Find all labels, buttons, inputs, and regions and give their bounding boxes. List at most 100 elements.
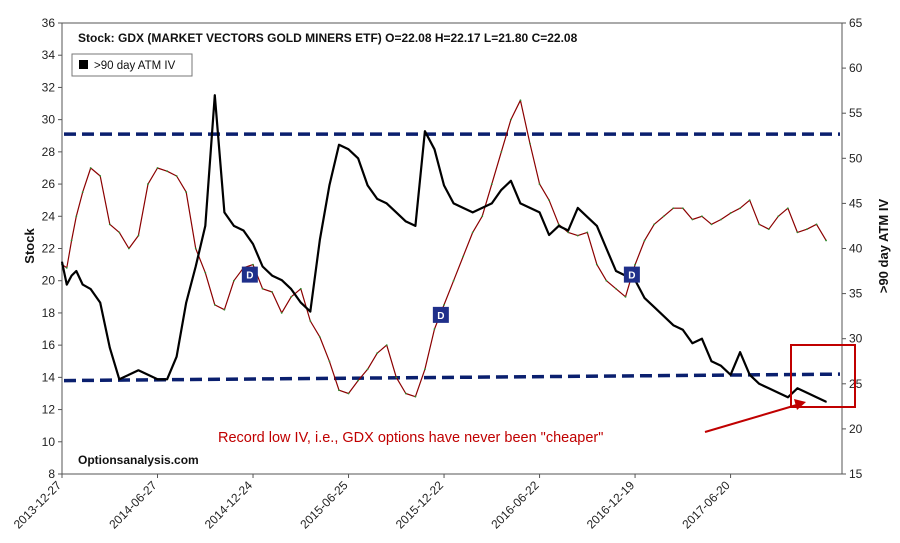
stock-point [204,271,207,274]
legend-box [71,53,193,77]
iv-point [443,184,445,187]
stock-point [548,199,551,202]
iv-point [653,306,655,308]
stock-point [185,191,188,194]
stock-point [643,239,646,242]
left-tick-label: 8 [48,467,55,481]
stock-point [796,231,799,234]
iv-point [452,202,455,205]
left-tick-label: 14 [42,370,56,384]
stock-point [366,368,369,371]
stock-point [529,142,531,145]
stock-point [490,183,493,185]
iv-point [280,279,283,281]
stock-point [443,303,445,306]
iv-point [672,324,675,326]
stock-point [767,228,770,231]
iv-point [175,355,178,358]
stock-point [280,312,283,314]
iv-point [233,225,235,227]
stock-point [261,287,264,290]
iv-point [108,346,111,349]
annotation-arrowhead [794,399,806,410]
stock-point [127,247,130,250]
dividend-marker [432,306,449,323]
stock-point [519,99,522,102]
iv-point [223,211,226,214]
iv-point [605,247,608,250]
iv-point [99,301,102,304]
stock-point [701,215,703,218]
stock-point [376,352,379,355]
iv-point [739,351,741,354]
right-tick-label: 40 [849,242,863,256]
right-tick-label: 45 [849,196,863,210]
iv-point [662,315,665,317]
iv-point [586,216,589,218]
stock-point [395,376,398,379]
x-tick-label: 2014-12-24 [202,478,256,532]
reference-line-2 [63,372,841,383]
legend: >90 day ATM IV [71,53,193,77]
stock-point [328,360,331,363]
left-tick-label: 20 [42,274,56,288]
iv-point [338,143,340,146]
stock-point [290,295,293,298]
stock-point [194,247,197,250]
stock-point [108,223,111,226]
iv-point [424,130,426,133]
stock-point [576,234,579,237]
stock-point [347,392,350,395]
iv-point [701,337,703,340]
stock-point [500,150,503,153]
x-axis: 2013-12-27 2014-06-27 2014-12-24 2015-06-25… [11,474,733,532]
chart-title: Stock: GDX (MARKET VECTORS GOLD MINERS E… [78,31,578,45]
stock-point [81,191,84,194]
iv-point [128,373,130,376]
stock-point [404,392,407,395]
iv-point [462,207,464,209]
stock-point [70,239,73,242]
stock-point [233,279,235,282]
stock-point [815,223,818,226]
iv-point [710,360,713,363]
left-tick-label: 30 [42,113,56,127]
iv-point [271,274,273,277]
stock-point [729,212,732,214]
left-tick-label: 34 [42,48,56,62]
iv-point [299,301,302,304]
x-tick-label: 2017-06-20 [679,478,733,532]
left-tick-label: 36 [42,16,56,30]
left-tick-label: 32 [42,80,56,94]
iv-point [61,261,63,263]
iv-point [395,211,398,214]
stock-point [825,239,827,242]
right-tick-label: 55 [849,106,863,120]
stock-point [605,279,608,282]
stock-point [567,231,570,234]
legend-swatch [79,60,88,69]
stock-point [99,175,102,177]
iv-point [576,207,579,209]
iv-point [748,373,751,376]
stock-point [509,118,512,121]
iv-point [767,387,770,390]
stock-point [156,167,159,169]
series-layer [60,94,827,403]
iv-point [70,274,73,277]
iv-point [567,229,570,232]
stock-point [433,328,436,330]
x-tick-label: 2015-12-22 [393,478,447,532]
left-tick-label: 10 [42,435,56,449]
stock-point [299,287,302,290]
stock-point [653,223,656,226]
iv-point [433,148,436,151]
right-tick-label: 15 [849,467,863,481]
brand-label: Optionsanalysis.com [78,453,199,467]
iv-point [615,270,617,272]
stock-point [557,223,560,226]
stock-point [471,231,474,234]
stock-point [252,263,254,266]
stock-point [118,231,121,234]
